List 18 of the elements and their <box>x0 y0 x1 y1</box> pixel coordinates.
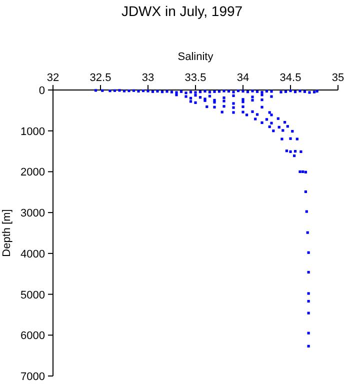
x-tick-label: 33 <box>142 72 154 84</box>
y-axis-title: Depth [m] <box>1 209 13 257</box>
y-tick-label: 5000 <box>20 289 45 302</box>
x-tick-label: 33.5 <box>184 72 206 84</box>
x-axis-title: Salinity <box>178 51 214 63</box>
y-tick-label: 0 <box>38 85 45 97</box>
y-tick-label: 6000 <box>20 330 45 342</box>
x-tick-label: 32 <box>46 72 60 84</box>
y-tick-label: 1000 <box>20 126 45 138</box>
y-tick-label: 4000 <box>20 248 45 260</box>
x-tick-label: 34.5 <box>280 72 302 84</box>
y-tick-label: 3000 <box>20 208 45 220</box>
x-tick-label: 34 <box>236 72 250 84</box>
chart-title: JDWX in July, 1997 <box>121 3 243 19</box>
y-tick-label: 2000 <box>20 166 45 179</box>
y-tick-label: 7000 <box>20 371 45 383</box>
x-tick-label: 32.5 <box>90 72 112 84</box>
x-tick-label: 35 <box>332 72 344 84</box>
